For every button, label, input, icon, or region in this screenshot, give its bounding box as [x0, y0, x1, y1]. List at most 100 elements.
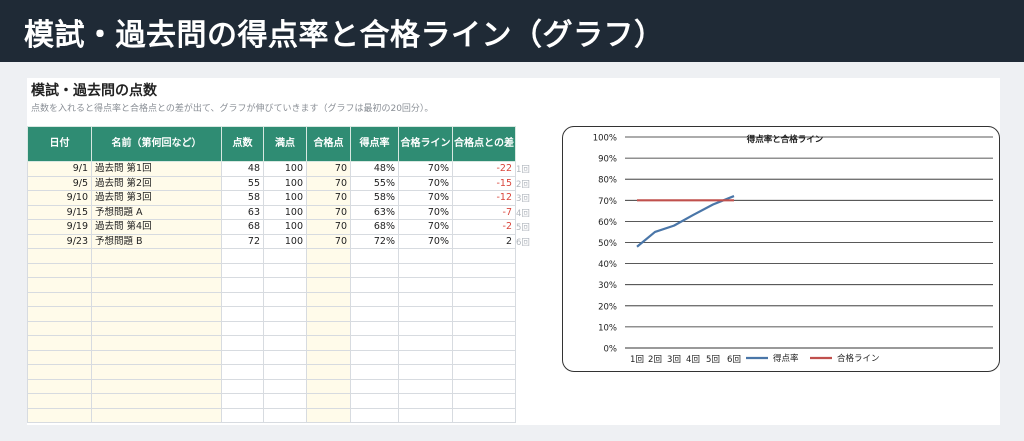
- cell-date[interactable]: [27, 320, 92, 336]
- cell-name[interactable]: [91, 262, 222, 278]
- cell-rate[interactable]: 58%: [350, 190, 399, 206]
- cell-rate[interactable]: [350, 248, 399, 264]
- cell-diff[interactable]: -22: [452, 161, 516, 177]
- cell-score[interactable]: [221, 277, 264, 293]
- cell-line[interactable]: [398, 364, 453, 380]
- col-header-diff[interactable]: 合格点との差: [452, 126, 516, 162]
- cell-diff[interactable]: [452, 364, 516, 380]
- cell-name[interactable]: 予想問題 A: [91, 204, 222, 220]
- cell-line[interactable]: [398, 320, 453, 336]
- cell-full[interactable]: 100: [263, 175, 307, 191]
- col-header-date[interactable]: 日付: [27, 126, 92, 162]
- cell-rate[interactable]: [350, 291, 399, 307]
- cell-full[interactable]: [263, 306, 307, 322]
- cell-full[interactable]: [263, 378, 307, 394]
- cell-date[interactable]: 9/1: [27, 161, 92, 177]
- cell-line[interactable]: 70%: [398, 175, 453, 191]
- cell-date[interactable]: [27, 378, 92, 394]
- col-header-line[interactable]: 合格ライン: [398, 126, 453, 162]
- cell-score[interactable]: 58: [221, 190, 264, 206]
- cell-pass[interactable]: [306, 291, 351, 307]
- cell-full[interactable]: [263, 291, 307, 307]
- cell-pass[interactable]: [306, 248, 351, 264]
- cell-rate[interactable]: [350, 393, 399, 409]
- cell-rate[interactable]: [350, 407, 399, 423]
- cell-diff[interactable]: [452, 335, 516, 351]
- cell-full[interactable]: 100: [263, 204, 307, 220]
- col-header-full[interactable]: 満点: [263, 126, 307, 162]
- cell-name[interactable]: [91, 407, 222, 423]
- cell-full[interactable]: [263, 335, 307, 351]
- cell-score[interactable]: [221, 407, 264, 423]
- cell-pass[interactable]: [306, 306, 351, 322]
- cell-full[interactable]: [263, 364, 307, 380]
- cell-line[interactable]: [398, 291, 453, 307]
- cell-rate[interactable]: [350, 277, 399, 293]
- cell-rate[interactable]: [350, 335, 399, 351]
- cell-score[interactable]: 55: [221, 175, 264, 191]
- cell-pass[interactable]: [306, 349, 351, 365]
- cell-full[interactable]: [263, 407, 307, 423]
- col-header-name[interactable]: 名前（第何回など）: [91, 126, 222, 162]
- cell-name[interactable]: 過去問 第4回: [91, 219, 222, 235]
- cell-pass[interactable]: 70: [306, 204, 351, 220]
- cell-pass[interactable]: [306, 277, 351, 293]
- cell-full[interactable]: 100: [263, 219, 307, 235]
- cell-name[interactable]: [91, 349, 222, 365]
- cell-full[interactable]: [263, 277, 307, 293]
- cell-date[interactable]: [27, 248, 92, 264]
- cell-date[interactable]: 9/5: [27, 175, 92, 191]
- cell-full[interactable]: 100: [263, 161, 307, 177]
- cell-diff[interactable]: [452, 248, 516, 264]
- cell-name[interactable]: 予想問題 B: [91, 233, 222, 249]
- cell-diff[interactable]: [452, 291, 516, 307]
- cell-pass[interactable]: [306, 364, 351, 380]
- cell-diff[interactable]: -7: [452, 204, 516, 220]
- cell-score[interactable]: 72: [221, 233, 264, 249]
- cell-score[interactable]: [221, 306, 264, 322]
- cell-date[interactable]: [27, 407, 92, 423]
- cell-name[interactable]: [91, 248, 222, 264]
- cell-rate[interactable]: [350, 364, 399, 380]
- cell-diff[interactable]: -15: [452, 175, 516, 191]
- cell-diff[interactable]: [452, 407, 516, 423]
- cell-diff[interactable]: 2: [452, 233, 516, 249]
- cell-diff[interactable]: [452, 378, 516, 394]
- cell-score[interactable]: [221, 320, 264, 336]
- cell-diff[interactable]: -12: [452, 190, 516, 206]
- cell-name[interactable]: [91, 364, 222, 380]
- cell-line[interactable]: 70%: [398, 233, 453, 249]
- cell-score[interactable]: 48: [221, 161, 264, 177]
- col-header-pass[interactable]: 合格点: [306, 126, 351, 162]
- cell-line[interactable]: [398, 277, 453, 293]
- cell-date[interactable]: 9/10: [27, 190, 92, 206]
- cell-date[interactable]: 9/23: [27, 233, 92, 249]
- cell-date[interactable]: 9/19: [27, 219, 92, 235]
- cell-diff[interactable]: [452, 262, 516, 278]
- cell-name[interactable]: 過去問 第2回: [91, 175, 222, 191]
- cell-pass[interactable]: 70: [306, 233, 351, 249]
- cell-date[interactable]: [27, 393, 92, 409]
- cell-line[interactable]: [398, 378, 453, 394]
- cell-pass[interactable]: [306, 262, 351, 278]
- cell-full[interactable]: [263, 349, 307, 365]
- cell-name[interactable]: [91, 291, 222, 307]
- cell-rate[interactable]: 68%: [350, 219, 399, 235]
- cell-date[interactable]: [27, 291, 92, 307]
- cell-name[interactable]: [91, 378, 222, 394]
- cell-line[interactable]: [398, 335, 453, 351]
- cell-score[interactable]: [221, 378, 264, 394]
- cell-pass[interactable]: [306, 393, 351, 409]
- cell-pass[interactable]: [306, 407, 351, 423]
- cell-pass[interactable]: 70: [306, 175, 351, 191]
- cell-pass[interactable]: [306, 378, 351, 394]
- cell-line[interactable]: [398, 262, 453, 278]
- cell-rate[interactable]: 55%: [350, 175, 399, 191]
- cell-diff[interactable]: [452, 277, 516, 293]
- cell-name[interactable]: [91, 320, 222, 336]
- cell-date[interactable]: [27, 364, 92, 380]
- cell-date[interactable]: 9/15: [27, 204, 92, 220]
- cell-name[interactable]: [91, 393, 222, 409]
- cell-line[interactable]: 70%: [398, 190, 453, 206]
- cell-rate[interactable]: [350, 262, 399, 278]
